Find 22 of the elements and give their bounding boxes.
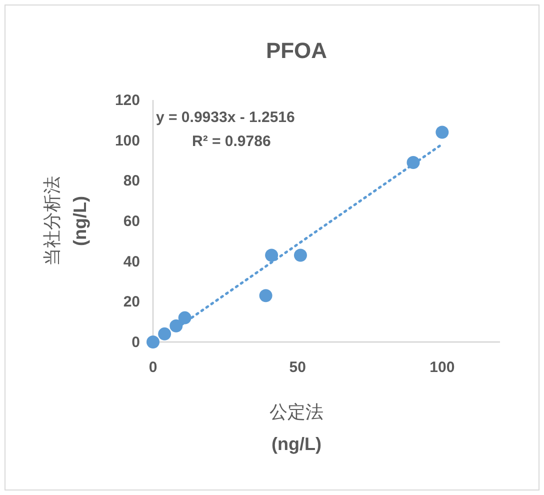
y-tick-label: 100 [114, 132, 140, 150]
point [146, 336, 160, 348]
y-tick-label: 120 [114, 92, 140, 109]
annotation: y = 0.9933x - 1.2516 [156, 109, 295, 126]
point [170, 319, 183, 332]
point [259, 289, 272, 302]
x-tick-label: 50 [289, 359, 306, 376]
y-tick-label: 60 [123, 213, 140, 230]
point [436, 126, 449, 139]
point [265, 248, 278, 262]
annotation: R² = 0.9786 [192, 133, 271, 150]
point [294, 248, 307, 262]
y-tick-label: 20 [123, 294, 140, 311]
y-axis-title: 当社分析法 (ng/L) [42, 176, 90, 266]
point [158, 327, 172, 340]
y-tick-label: 40 [123, 253, 140, 270]
x-tick-label: 100 [430, 359, 455, 376]
chart-title: PFOA [266, 38, 328, 63]
y-tick-label: 0 [132, 334, 140, 351]
y-tick-label: 80 [123, 172, 140, 190]
x-axis-title: 公定法 (ng/L) [270, 402, 324, 454]
x-tick-label: 0 [148, 359, 158, 376]
